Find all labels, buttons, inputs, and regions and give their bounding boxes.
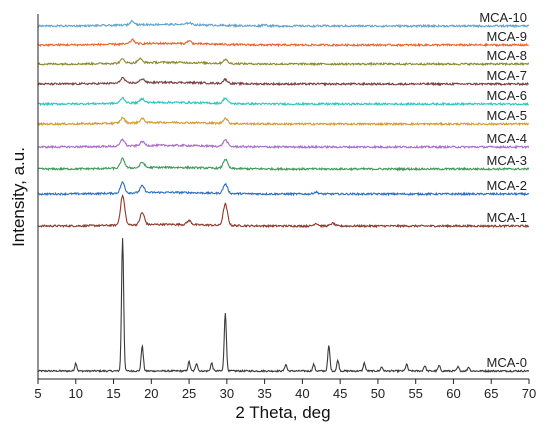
series-label-mca-6: MCA-6 xyxy=(487,88,527,103)
series-line-mca-7 xyxy=(37,76,530,87)
series-line-mca-2 xyxy=(37,180,530,197)
series-label-mca-7: MCA-7 xyxy=(487,68,527,83)
series-line-mca-3 xyxy=(37,157,530,172)
axes xyxy=(37,14,529,380)
x-tick-label: 45 xyxy=(333,386,347,401)
series-line-mca-4 xyxy=(37,138,530,150)
x-tick-label: 70 xyxy=(522,386,536,401)
x-axis-title: 2 Theta, deg xyxy=(235,403,330,422)
series-line-mca-10 xyxy=(37,19,530,29)
plot-traces xyxy=(37,19,530,374)
series-label-mca-0: MCA-0 xyxy=(487,355,527,370)
series-label-mca-8: MCA-8 xyxy=(487,48,527,63)
series-label-mca-2: MCA-2 xyxy=(487,178,527,193)
x-tick-label: 35 xyxy=(257,386,271,401)
x-tick-label: 55 xyxy=(408,386,422,401)
series-line-mca-5 xyxy=(38,116,530,127)
x-tick-label: 25 xyxy=(182,386,196,401)
series-line-mca-6 xyxy=(37,96,529,107)
x-tick-label: 50 xyxy=(371,386,385,401)
y-axis-title: Intensity, a.u. xyxy=(9,147,28,247)
series-label-mca-4: MCA-4 xyxy=(487,131,527,146)
series-line-mca-0 xyxy=(37,238,530,374)
series-labels: MCA-0 MCA-1 MCA-2 MCA-3 MCA-4 MCA-5 MCA-6 MCA-7… xyxy=(479,10,527,370)
series-label-mca-3: MCA-3 xyxy=(487,153,527,168)
x-tick-label: 10 xyxy=(69,386,83,401)
series-label-mca-1: MCA-1 xyxy=(487,210,527,225)
x-tick-label: 40 xyxy=(295,386,309,401)
x-tick-label: 20 xyxy=(144,386,158,401)
series-line-mca-1 xyxy=(37,194,530,229)
x-tick-label: 5 xyxy=(34,386,41,401)
x-tick-label: 65 xyxy=(484,386,498,401)
x-ticks: 5 10 15 20 25 30 35 40 45 50 55 60 65 70 xyxy=(34,379,536,401)
series-line-mca-8 xyxy=(37,57,530,67)
x-tick-label: 15 xyxy=(106,386,120,401)
series-label-mca-5: MCA-5 xyxy=(487,108,527,123)
series-label-mca-10: MCA-10 xyxy=(479,10,527,25)
series-line-mca-9 xyxy=(37,38,529,48)
series-label-mca-9: MCA-9 xyxy=(487,29,527,44)
x-tick-label: 30 xyxy=(220,386,234,401)
x-tick-label: 60 xyxy=(446,386,460,401)
